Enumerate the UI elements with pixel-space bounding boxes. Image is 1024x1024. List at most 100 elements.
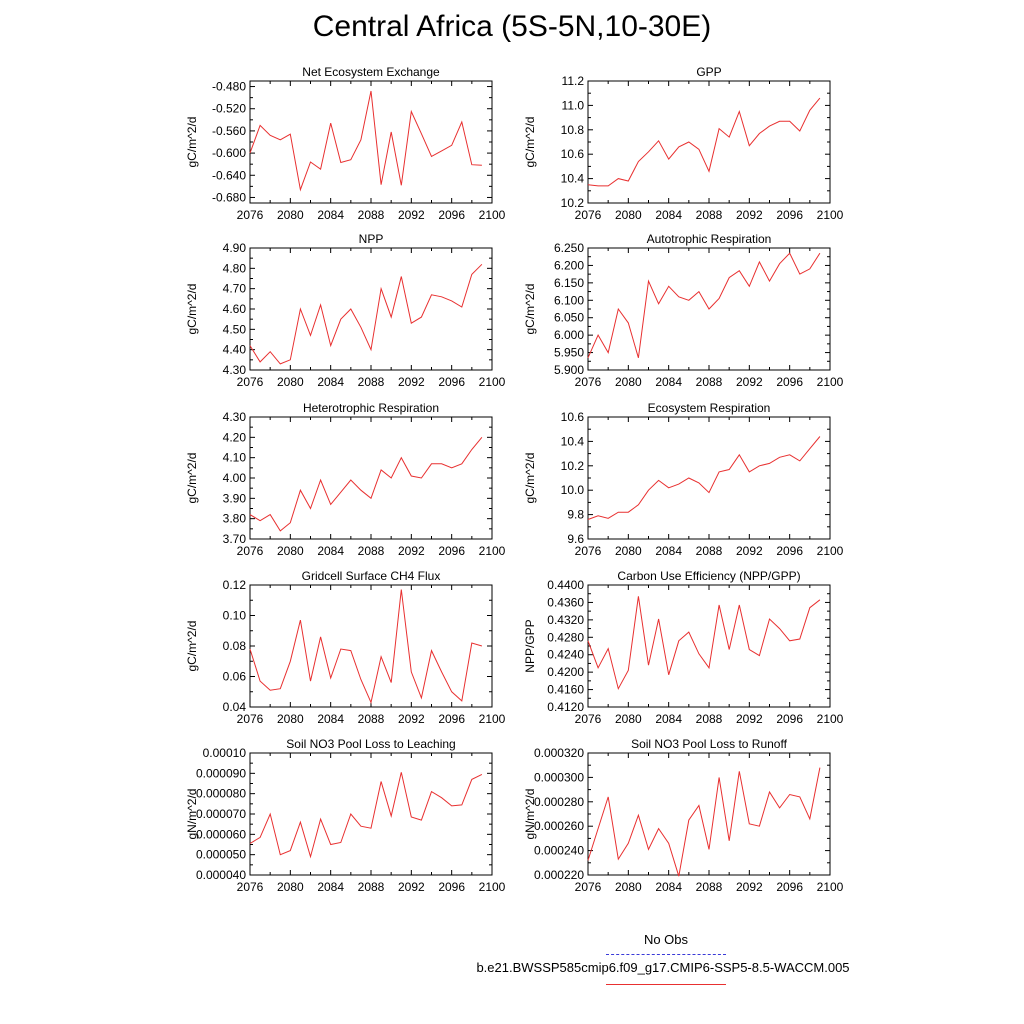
chart-panel-3: NPP 4.30 4.40 4.50 4.60 4.70 4.80 4.90 2076 2080 2… bbox=[185, 232, 506, 389]
y-tick-label: 10.6 bbox=[561, 410, 585, 424]
y-tick-label: 6.100 bbox=[554, 293, 584, 307]
x-tick-label: 2100 bbox=[817, 880, 844, 894]
x-tick-label: 2084 bbox=[655, 712, 682, 726]
y-tick-label: 6.050 bbox=[554, 311, 584, 325]
y-tick-label: 10.2 bbox=[561, 196, 585, 210]
y-axis-label: gC/m^2/d bbox=[523, 453, 537, 504]
chart-title: Carbon Use Efficiency (NPP/GPP) bbox=[617, 569, 800, 583]
chart-panel-4: Autotrophic Respiration 5.900 5.950 6.000 6.… bbox=[523, 232, 844, 389]
chart-title: Net Ecosystem Exchange bbox=[302, 65, 440, 79]
y-tick-label: 4.70 bbox=[223, 282, 247, 296]
y-tick-label: -0.640 bbox=[212, 168, 246, 182]
x-tick-label: 2096 bbox=[776, 544, 803, 558]
chart-title: Ecosystem Respiration bbox=[648, 401, 771, 415]
y-tick-label: 0.4360 bbox=[547, 595, 584, 609]
chart-title: Soil NO3 Pool Loss to Leaching bbox=[286, 737, 455, 751]
y-tick-label: 10.2 bbox=[561, 459, 585, 473]
y-axis-label: gC/m^2/d bbox=[185, 284, 199, 335]
chart-title: NPP bbox=[359, 232, 384, 246]
chart-panel-9: Soil NO3 Pool Loss to Leaching 0.000040 0.… bbox=[185, 737, 506, 894]
y-tick-label: 11.0 bbox=[562, 98, 585, 112]
x-tick-label: 2080 bbox=[615, 208, 642, 222]
x-tick-label: 2100 bbox=[479, 544, 506, 558]
x-tick-label: 2092 bbox=[736, 375, 763, 389]
y-axis-label: gC/m^2/d bbox=[523, 117, 537, 168]
y-tick-label: 4.00 bbox=[223, 471, 247, 485]
x-tick-label: 2080 bbox=[615, 880, 642, 894]
y-tick-label: 4.80 bbox=[223, 261, 247, 275]
chart-title: GPP bbox=[696, 65, 721, 79]
x-tick-label: 2096 bbox=[776, 208, 803, 222]
y-tick-label: 0.00010 bbox=[203, 746, 247, 760]
y-axis-label: gC/m^2/d bbox=[523, 284, 537, 335]
y-tick-label: 4.10 bbox=[223, 451, 247, 465]
y-tick-label: 10.8 bbox=[561, 123, 585, 137]
plot-frame bbox=[587, 584, 831, 708]
x-tick-label: 2096 bbox=[438, 712, 465, 726]
x-tick-label: 2076 bbox=[237, 208, 264, 222]
y-tick-label: -0.680 bbox=[212, 190, 246, 204]
x-tick-label: 2080 bbox=[615, 712, 642, 726]
x-tick-label: 2088 bbox=[358, 375, 385, 389]
x-tick-label: 2088 bbox=[358, 712, 385, 726]
page-title: Central Africa (5S-5N,10-30E) bbox=[312, 10, 712, 43]
x-tick-label: 2100 bbox=[479, 375, 506, 389]
x-tick-label: 2088 bbox=[358, 880, 385, 894]
y-tick-label: 0.4160 bbox=[547, 683, 584, 697]
x-tick-label: 2080 bbox=[615, 544, 642, 558]
x-tick-label: 2100 bbox=[479, 712, 506, 726]
legend-obs-label: No Obs bbox=[643, 932, 689, 947]
y-tick-label: 9.8 bbox=[567, 508, 584, 522]
plot-frame bbox=[587, 80, 831, 204]
y-tick-label: 4.60 bbox=[223, 302, 247, 316]
y-tick-label: 0.000280 bbox=[534, 795, 584, 809]
chart-title: Gridcell Surface CH4 Flux bbox=[302, 569, 441, 583]
x-tick-label: 2100 bbox=[817, 544, 844, 558]
plot-frame bbox=[249, 80, 493, 204]
series-line bbox=[249, 436, 483, 532]
y-tick-label: 0.000050 bbox=[196, 848, 246, 862]
series-line bbox=[587, 252, 821, 359]
y-tick-label: 0.000040 bbox=[196, 868, 246, 882]
x-tick-label: 2084 bbox=[655, 544, 682, 558]
chart-title: Soil NO3 Pool Loss to Runoff bbox=[631, 737, 788, 751]
chart-panel-10: Soil NO3 Pool Loss to Runoff 0.000220 0.00… bbox=[523, 737, 844, 894]
y-axis-label: gN/m^2/d bbox=[523, 789, 537, 840]
y-tick-label: 6.250 bbox=[554, 241, 584, 255]
series-line bbox=[587, 436, 821, 520]
y-tick-label: 6.000 bbox=[554, 328, 584, 342]
x-tick-label: 2088 bbox=[358, 544, 385, 558]
legend-run-label: b.e21.BWSSP585cmip6.f09_g17.CMIP6-SSP5-8… bbox=[476, 960, 850, 975]
y-tick-label: 0.4400 bbox=[547, 578, 584, 592]
x-tick-label: 2088 bbox=[696, 208, 723, 222]
x-tick-label: 2084 bbox=[317, 208, 344, 222]
y-axis-label: gN/m^2/d bbox=[185, 789, 199, 840]
chart-panel-7: Gridcell Surface CH4 Flux 0.04 0.06 0.08 0.1… bbox=[185, 569, 506, 726]
x-tick-label: 2084 bbox=[655, 375, 682, 389]
x-tick-label: 2096 bbox=[438, 208, 465, 222]
chart-panel-2: GPP 10.2 10.4 10.6 10.8 11.0 11.2 2076 2080 2084 2… bbox=[523, 65, 844, 222]
x-tick-label: 2092 bbox=[398, 880, 425, 894]
x-tick-label: 2092 bbox=[398, 208, 425, 222]
y-tick-label: -0.560 bbox=[212, 124, 246, 138]
x-tick-label: 2084 bbox=[317, 712, 344, 726]
y-tick-label: 0.4280 bbox=[547, 630, 584, 644]
y-tick-label: 0.000070 bbox=[196, 807, 246, 821]
plot-frame bbox=[249, 584, 493, 708]
y-tick-label: 0.000090 bbox=[196, 766, 246, 780]
series-line bbox=[587, 97, 821, 187]
x-tick-label: 2084 bbox=[317, 880, 344, 894]
y-tick-label: -0.600 bbox=[212, 146, 246, 160]
y-tick-label: 10.0 bbox=[561, 483, 585, 497]
y-tick-label: 0.4200 bbox=[547, 665, 584, 679]
x-tick-label: 2096 bbox=[438, 544, 465, 558]
y-tick-label: 0.04 bbox=[223, 700, 247, 714]
chart-panel-1: Net Ecosystem Exchange -0.680 -0.640 -0.600… bbox=[185, 65, 506, 222]
x-tick-label: 2084 bbox=[317, 375, 344, 389]
y-axis-label: gC/m^2/d bbox=[185, 117, 199, 168]
x-tick-label: 2100 bbox=[817, 208, 844, 222]
x-tick-label: 2092 bbox=[398, 712, 425, 726]
chart-panel-6: Ecosystem Respiration 9.6 9.8 10.0 10.2 10.4 1… bbox=[523, 401, 844, 558]
y-tick-label: -0.520 bbox=[212, 102, 246, 116]
